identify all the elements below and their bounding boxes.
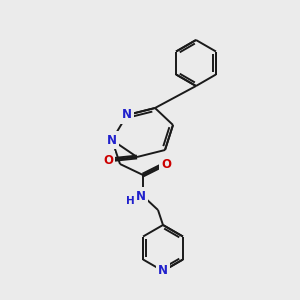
- Text: N: N: [107, 134, 117, 146]
- Text: O: O: [103, 154, 113, 166]
- Text: H: H: [126, 196, 134, 206]
- Text: O: O: [161, 158, 171, 172]
- Text: N: N: [158, 265, 168, 278]
- Text: N: N: [136, 190, 146, 202]
- Text: N: N: [122, 109, 132, 122]
